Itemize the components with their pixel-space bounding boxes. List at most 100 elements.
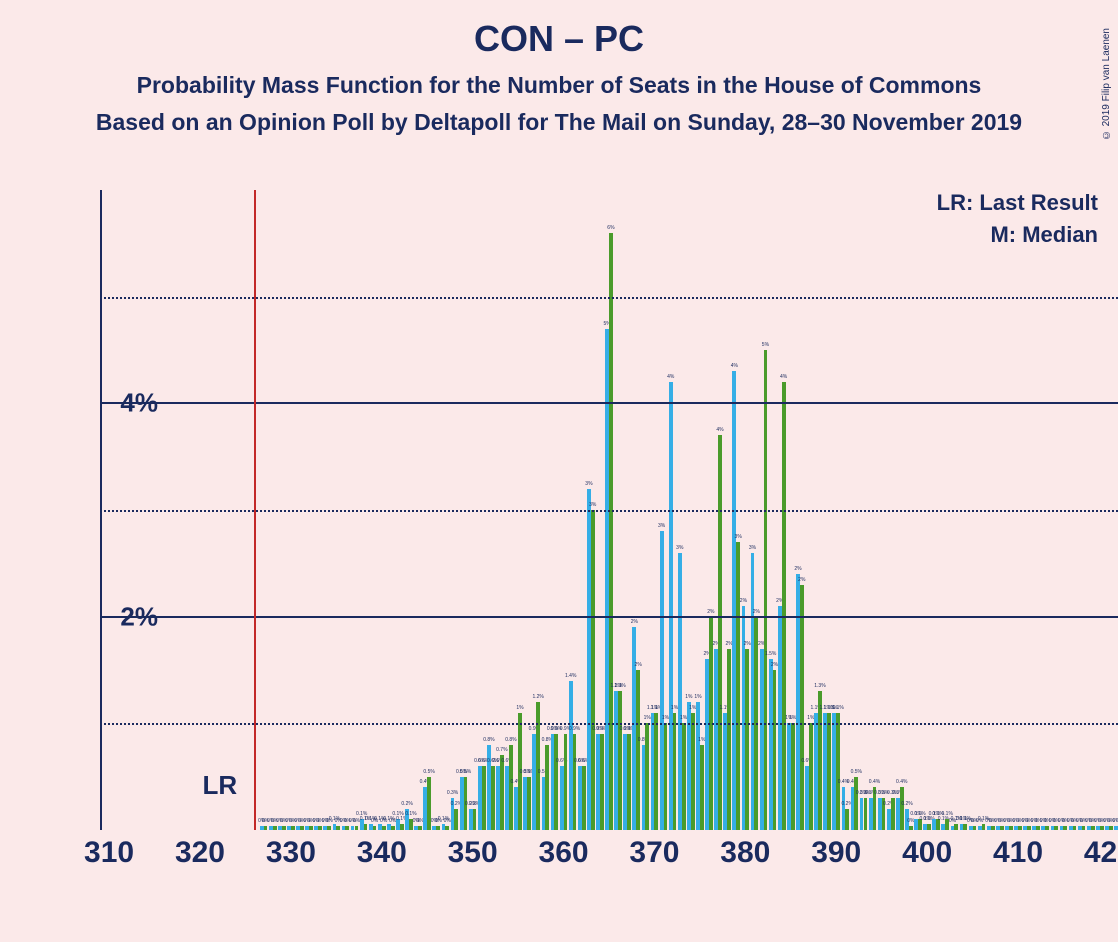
bar-green: 0.9% [554, 734, 558, 830]
bar-value-label: 1.3% [814, 683, 825, 689]
bar-green: 0.6% [482, 766, 486, 830]
bar-value-label: 0.8% [483, 737, 494, 743]
bar-green: 3% [591, 510, 595, 830]
bar-green: 0% [1027, 826, 1031, 830]
bar-green: 0.6% [491, 766, 495, 830]
y-tick-label: 2% [120, 601, 158, 632]
chart-subtitle: Probability Mass Function for the Number… [0, 72, 1118, 99]
bar-green: 0% [1109, 826, 1113, 830]
bar-green: 0% [436, 826, 440, 830]
bar-green: 1.1% [654, 713, 658, 830]
bar-green: 0% [1063, 826, 1067, 830]
bar-green: 5% [764, 350, 768, 830]
bar-value-label: 4% [667, 374, 674, 380]
bar-value-label: 2% [753, 609, 760, 615]
bar-green: 0% [1091, 826, 1095, 830]
bar-green: 3% [736, 542, 740, 830]
bar-value-label: 6% [607, 225, 614, 231]
bar-green: 0.9% [600, 734, 604, 830]
lr-label: LR [203, 770, 238, 801]
bar-value-label: 3% [585, 481, 592, 487]
bar-value-label: 0.2% [901, 801, 912, 807]
bar-green: 0% [273, 826, 277, 830]
bar-green: 0% [309, 826, 313, 830]
bar-green: 2% [800, 585, 804, 830]
bar-green: 4% [718, 435, 722, 830]
bar-green: 0.2% [454, 809, 458, 830]
bar-green: 0.3% [864, 798, 868, 830]
plot-area: 0% 0% 0% 0% 0% 0% 0% 0% 0% 0% 0% 0% 0% 0% 0% 0% 0.1% 0% 0%… [100, 190, 1118, 830]
bar-green: 0.2% [473, 809, 477, 830]
chart-area: LR: Last Result M: Median 0%0%0%0%0%0%0%… [35, 190, 1118, 890]
bar-green: 0% [991, 826, 995, 830]
bar-value-label: 2% [707, 609, 714, 615]
bar-value-label: 1.1% [832, 705, 843, 711]
bar-value-label: 2% [798, 577, 805, 583]
bar-green: 1.3% [818, 691, 822, 830]
bar-green: 0% [418, 826, 422, 830]
bar-green: 0.1% [364, 824, 368, 830]
bar-value-label: 0.7% [496, 747, 507, 753]
bar-green: 0% [282, 826, 286, 830]
bar-green: 0% [391, 826, 395, 830]
bar-green: 2% [636, 670, 640, 830]
bar-value-label: 0.3% [447, 790, 458, 796]
bar-value-label: 1% [685, 694, 692, 700]
bar-green: 0% [973, 826, 977, 830]
bar-green: 0.9% [564, 734, 568, 830]
bar-value-label: 4% [716, 427, 723, 433]
bar-green: 1% [691, 713, 695, 830]
bar-green: 0% [373, 826, 377, 830]
x-tick-label: 330 [266, 836, 316, 870]
bar-value-label: 0.5% [423, 769, 434, 775]
x-tick-label: 410 [993, 836, 1043, 870]
bar-green: 1% [673, 713, 677, 830]
bar-value-label: 3% [589, 502, 596, 508]
bar-green: 1.1% [827, 713, 831, 830]
copyright-text: © 2019 Filip van Laenen [1101, 28, 1112, 140]
x-tick-label: 420 [1084, 836, 1118, 870]
x-tick-label: 350 [448, 836, 498, 870]
bar-green: 0% [318, 826, 322, 830]
bar-green: 0% [909, 826, 913, 830]
bar-green: 0.5% [527, 777, 531, 830]
bar-green: 0.1% [927, 824, 931, 830]
bar-green: 2% [727, 649, 731, 830]
bar-green: 6% [609, 233, 613, 830]
bar-value-label: 0.4% [869, 779, 880, 785]
bar-green: 0.9% [573, 734, 577, 830]
bar-value-label: 2% [635, 662, 642, 668]
bar-value-label: 2% [740, 598, 747, 604]
bar-green: 1.2% [536, 702, 540, 830]
bar-green: 0% [1036, 826, 1040, 830]
bar-green: 0% [291, 826, 295, 830]
bar-green: 0% [1009, 826, 1013, 830]
x-tick-label: 320 [175, 836, 225, 870]
bar-green: 0% [1073, 826, 1077, 830]
bar-green: 1% [664, 723, 668, 830]
bar-green: 0.9% [627, 734, 631, 830]
bar-green: 0% [382, 826, 386, 830]
x-tick-label: 390 [811, 836, 861, 870]
bar-value-label: 1% [516, 705, 523, 711]
x-tick-label: 340 [357, 836, 407, 870]
bar-value-label: 1.3% [614, 683, 625, 689]
bar-value-label: 3% [658, 523, 665, 529]
y-tick-label: 4% [120, 388, 158, 419]
bar-green: 1.3% [618, 691, 622, 830]
bar-value-label: 2% [631, 619, 638, 625]
bar-value-label: 0.2% [401, 801, 412, 807]
bar-green: 1% [809, 723, 813, 830]
lr-line [254, 190, 256, 830]
x-tick-label: 360 [539, 836, 589, 870]
bar-green: 0.1% [400, 824, 404, 830]
bar-value-label: 1% [694, 694, 701, 700]
bar-value-label: 1.5% [765, 651, 776, 657]
bar-green: 0.8% [545, 745, 549, 830]
bar-value-label: 4% [731, 363, 738, 369]
x-tick-label: 370 [629, 836, 679, 870]
bar-value-label: 1.2% [532, 694, 543, 700]
bar-green: 4% [782, 382, 786, 830]
bar-value-label: 2% [794, 566, 801, 572]
bar-green: 0.8% [509, 745, 513, 830]
